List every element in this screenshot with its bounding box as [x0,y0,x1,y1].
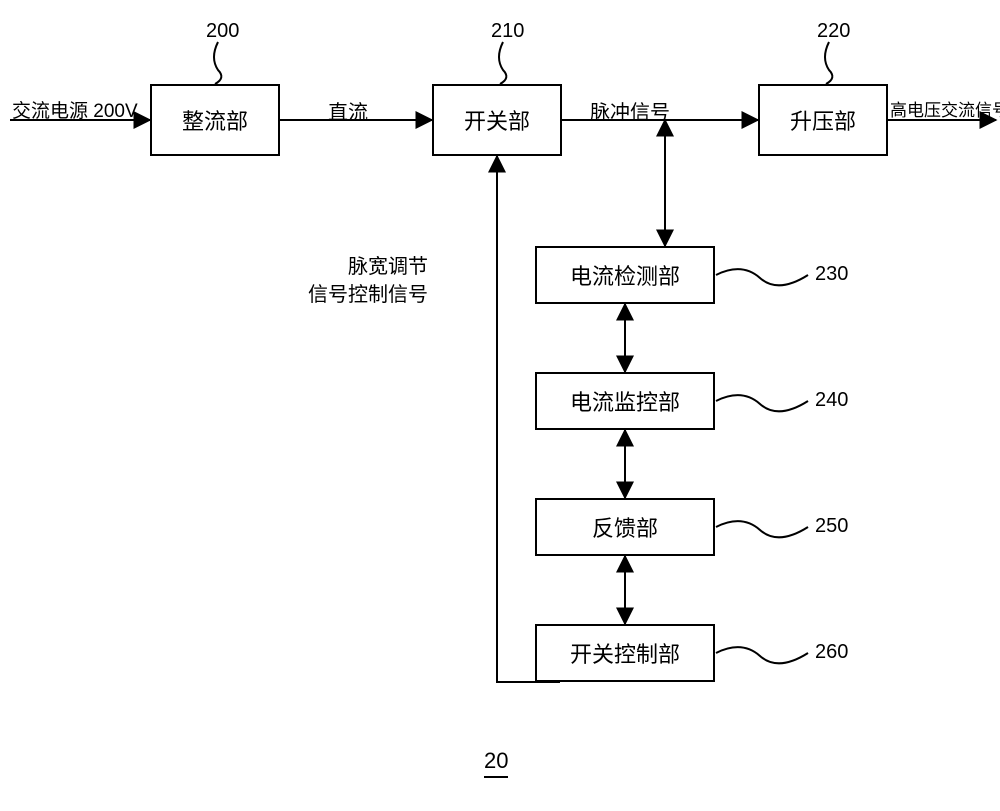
ref-240: 240 [815,389,848,412]
label-dc: 直流 [328,96,368,125]
label-pwm-line1: 脉宽调节 [308,253,428,281]
block-switch-label: 开关部 [464,104,530,136]
ref-220: 220 [817,20,850,43]
label-pwm-line2: 信号控制信号 [308,281,428,309]
label-pwm: 脉宽调节 信号控制信号 [308,253,428,309]
block-boost-label: 升压部 [790,104,856,136]
label-input: 交流电源 200V [12,96,138,123]
figure-number: 20 [484,748,508,778]
ref-250: 250 [815,515,848,538]
ref-200: 200 [206,20,239,43]
label-output: 高电压交流信号 [890,96,1000,121]
label-pulse: 脉冲信号 [590,96,670,125]
block-feedback: 反馈部 [535,498,715,556]
block-current-detect: 电流检测部 [535,246,715,304]
block-rectifier: 整流部 [150,84,280,156]
block-feedback-label: 反馈部 [592,511,658,543]
block-current-detect-label: 电流检测部 [570,259,680,291]
block-current-monitor-label: 电流监控部 [570,385,680,417]
ref-230: 230 [815,263,848,286]
block-boost: 升压部 [758,84,888,156]
block-switch-control-label: 开关控制部 [570,637,680,669]
block-switch: 开关部 [432,84,562,156]
ref-260: 260 [815,641,848,664]
block-current-monitor: 电流监控部 [535,372,715,430]
ref-210: 210 [491,20,524,43]
block-switch-control: 开关控制部 [535,624,715,682]
block-rectifier-label: 整流部 [182,104,248,136]
